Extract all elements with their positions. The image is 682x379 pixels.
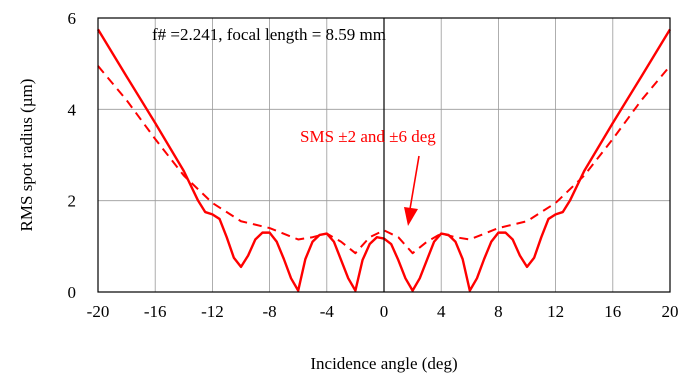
x-tick-label: 8 — [494, 302, 503, 321]
y-tick-label: 4 — [68, 100, 77, 119]
x-axis-title: Incidence angle (deg) — [310, 354, 457, 373]
x-tick-label: 12 — [547, 302, 564, 321]
y-tick-label: 0 — [68, 283, 77, 302]
sms-series-annotation: SMS ±2 and ±6 deg — [300, 127, 436, 146]
y-tick-label: 2 — [68, 192, 77, 211]
sms-annotation-arrow — [404, 155, 420, 226]
y-tick-label: 6 — [68, 9, 77, 28]
x-tick-label: -16 — [144, 302, 167, 321]
y-tick-labels: 0 2 4 6 — [68, 9, 77, 302]
x-tick-label: 16 — [604, 302, 621, 321]
x-tick-labels: -20 -16 -12 -8 -4 0 4 8 12 16 20 — [87, 302, 679, 321]
focal-info-annotation: f# =2.241, focal length = 8.59 mm — [152, 25, 386, 44]
x-tick-label: 4 — [437, 302, 446, 321]
x-tick-label: 0 — [380, 302, 389, 321]
x-tick-label: -4 — [320, 302, 335, 321]
y-axis-title: RMS spot radius (µm) — [17, 79, 36, 232]
series-dashed-line — [97, 65, 671, 255]
x-tick-label: -12 — [201, 302, 224, 321]
x-tick-label: 20 — [662, 302, 679, 321]
x-tick-label: -8 — [263, 302, 277, 321]
x-tick-label: -20 — [87, 302, 110, 321]
